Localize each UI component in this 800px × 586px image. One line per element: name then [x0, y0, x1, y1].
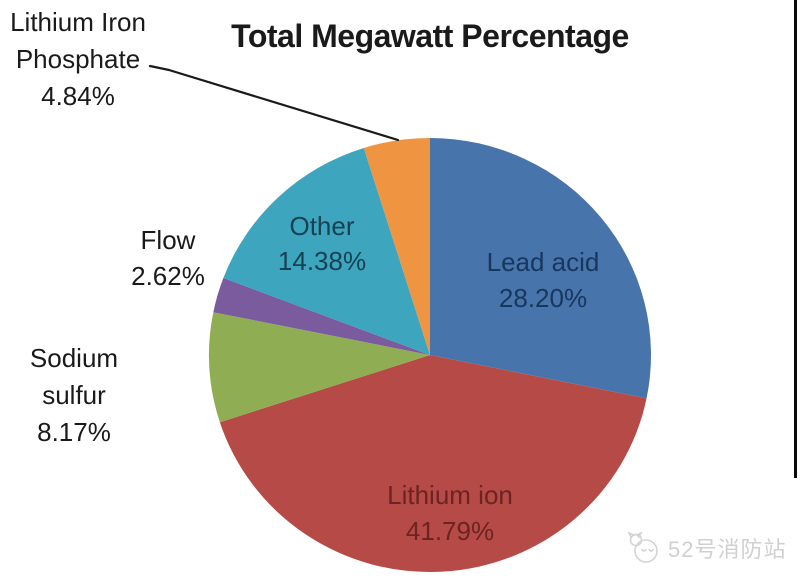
- chart-title: Total Megawatt Percentage: [231, 18, 629, 54]
- pie-slice-other: [223, 147, 430, 355]
- slice-value: 2.62%: [131, 261, 205, 291]
- slice-label-lead-acid: Lead acid 28.20%: [453, 244, 633, 316]
- pie-slice-flow: [213, 277, 430, 355]
- slice-label-line: Phosphate: [15, 44, 141, 74]
- slice-value: 14.38%: [277, 246, 367, 276]
- watermark-text: 52号消防站: [668, 537, 787, 562]
- slice-label-line: Lead acid: [486, 247, 600, 277]
- slice-value: 4.84%: [41, 81, 115, 111]
- leader-line: [148, 64, 400, 142]
- pie-slice-sodium-sulfur: [208, 312, 430, 423]
- slice-label-line: sulfur: [42, 380, 106, 410]
- slice-value: 28.20%: [498, 283, 588, 313]
- slice-label-line: Sodium: [29, 343, 119, 373]
- pie-slices: [208, 138, 652, 573]
- slice-label-line: Lithium ion: [387, 480, 513, 510]
- slice-label-line: Lithium Iron: [10, 7, 146, 37]
- pie-slice-lithium-ion: [219, 355, 647, 573]
- slice-value: 41.79%: [405, 516, 495, 546]
- slice-label-sodium-sulfur: Sodium sulfur 8.17%: [0, 340, 154, 451]
- slice-label-line: Other: [289, 211, 355, 241]
- slice-label-lithium-iron-phosphate: Lithium Iron Phosphate 4.84%: [0, 4, 158, 115]
- slice-label-lithium-ion: Lithium ion 41.79%: [360, 477, 540, 549]
- watermark: 52号消防站: [626, 532, 786, 564]
- slice-label-other: Other 14.38%: [242, 209, 402, 279]
- cat-face-logo-icon: [627, 532, 658, 563]
- slice-value: 8.17%: [37, 417, 111, 447]
- slice-label-flow: Flow 2.62%: [88, 222, 248, 294]
- pie-slice-lead-acid: [430, 138, 652, 399]
- slice-label-line: Flow: [140, 225, 196, 255]
- pie-slice-lithium-iron-phosphate: [363, 138, 430, 355]
